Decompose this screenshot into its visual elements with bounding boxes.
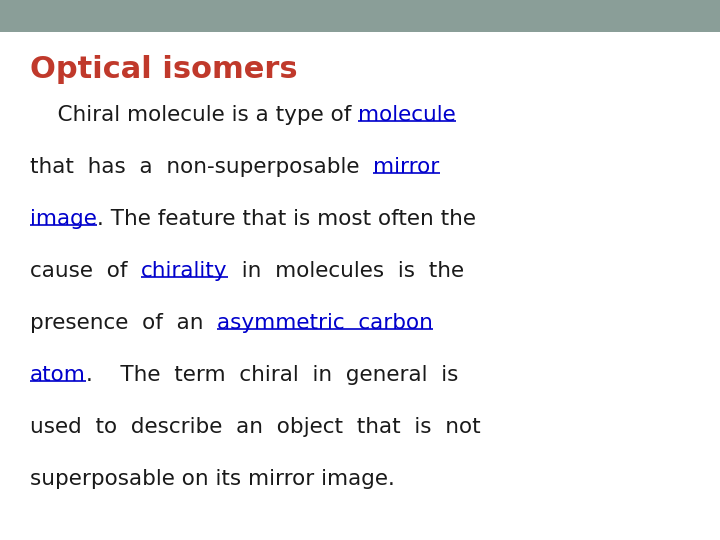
Text: Chiral molecule is a type of: Chiral molecule is a type of — [30, 105, 359, 125]
Text: superposable on its mirror image.: superposable on its mirror image. — [30, 469, 395, 489]
Text: chirality: chirality — [141, 261, 228, 281]
Text: . The feature that is most often the: . The feature that is most often the — [97, 209, 476, 229]
Text: asymmetric  carbon: asymmetric carbon — [217, 313, 433, 333]
Text: cause  of: cause of — [30, 261, 141, 281]
Text: presence  of  an: presence of an — [30, 313, 217, 333]
Text: image: image — [30, 209, 97, 229]
Text: that  has  a  non-superposable: that has a non-superposable — [30, 157, 373, 177]
Text: mirror: mirror — [373, 157, 439, 177]
Bar — [0, 0, 720, 32]
Text: used  to  describe  an  object  that  is  not: used to describe an object that is not — [30, 417, 481, 437]
Text: Optical isomers: Optical isomers — [30, 55, 297, 84]
Text: molecule: molecule — [359, 105, 456, 125]
Text: atom: atom — [30, 365, 86, 385]
Text: in  molecules  is  the: in molecules is the — [228, 261, 464, 281]
Text: .    The  term  chiral  in  general  is: . The term chiral in general is — [86, 365, 458, 385]
